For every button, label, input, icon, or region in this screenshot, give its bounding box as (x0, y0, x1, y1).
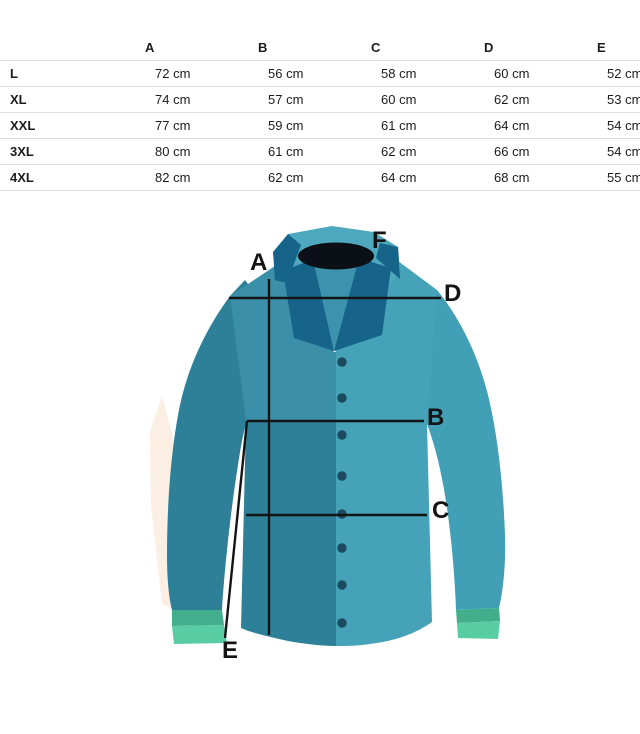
collar-shadow-left (273, 234, 301, 283)
column-header: E (597, 34, 640, 61)
size-row-label: XL (0, 86, 145, 113)
button-dot (337, 357, 347, 367)
measurement-cell: 64 cm (371, 164, 484, 191)
measure-label-d: D (444, 280, 461, 307)
cuff-left-upper (172, 610, 224, 626)
cuff-right-lower (457, 621, 500, 639)
table-row: 4XL 82 cm 62 cm 64 cm 68 cm 55 cm (0, 164, 640, 191)
button-dot (337, 580, 347, 590)
measurement-cell: 72 cm (145, 60, 258, 87)
measurement-cell: 62 cm (484, 86, 597, 113)
measure-label-f: F (372, 227, 387, 254)
collar-inner-shirt (313, 258, 359, 351)
measurement-cell: 54 cm (597, 112, 640, 139)
lapel-right (334, 258, 391, 351)
lapel-left (283, 259, 334, 351)
measurement-cell: 62 cm (371, 138, 484, 165)
measurement-cell: 74 cm (145, 86, 258, 113)
table-body: L 72 cm 56 cm 58 cm 60 cm 52 cm XL 74 cm 57 cm 60… (0, 60, 640, 191)
measure-line-e (223, 420, 249, 639)
button-placket (337, 357, 347, 628)
button-dot (337, 393, 347, 403)
right-sleeve (420, 288, 506, 610)
button-dot (337, 543, 347, 553)
table-row: 3XL 80 cm 61 cm 62 cm 66 cm 54 cm (0, 138, 640, 165)
measurement-cell: 55 cm (597, 164, 640, 191)
measure-label-a: A (250, 249, 267, 276)
measurement-cell: 53 cm (597, 86, 640, 113)
size-row-label: 3XL (0, 138, 145, 165)
left-sleeve (167, 280, 260, 610)
button-dot (337, 471, 347, 481)
measurement-cell: 60 cm (371, 86, 484, 113)
column-header: B (258, 34, 371, 61)
measurement-cell: 82 cm (145, 164, 258, 191)
measurement-cell: 64 cm (484, 112, 597, 139)
measurement-cell: 61 cm (371, 112, 484, 139)
measurement-cell: 68 cm (484, 164, 597, 191)
collar-shadow-right (376, 243, 400, 279)
measurement-cell: 61 cm (258, 138, 371, 165)
size-row-label: L (0, 60, 145, 87)
button-dot (337, 618, 347, 628)
neck-opening (298, 242, 374, 270)
measure-label-b: B (427, 404, 444, 431)
size-row-label: 4XL (0, 164, 145, 191)
size-row-label: XXL (0, 112, 145, 139)
table-row: XL 74 cm 57 cm 60 cm 62 cm 53 cm (0, 86, 640, 113)
measurement-cell: 80 cm (145, 138, 258, 165)
measure-label-e: E (222, 637, 238, 664)
measurement-cell: 59 cm (258, 112, 371, 139)
column-header: C (371, 34, 484, 61)
measurement-cell: 57 cm (258, 86, 371, 113)
body-left-panel (241, 421, 336, 646)
cuff-right-upper (456, 608, 500, 623)
chest-left-panel (230, 262, 336, 421)
measurement-cell: 62 cm (258, 164, 371, 191)
measurement-cell: 77 cm (145, 112, 258, 139)
measurement-cell: 54 cm (597, 138, 640, 165)
column-header: A (145, 34, 258, 61)
body-right-panel (281, 261, 437, 646)
measurement-cell: 52 cm (597, 60, 640, 87)
button-dot (337, 430, 347, 440)
measurement-cell: 66 cm (484, 138, 597, 165)
measurement-cell: 56 cm (258, 60, 371, 87)
table-row: L 72 cm 56 cm 58 cm 60 cm 52 cm (0, 60, 640, 87)
column-header: D (484, 34, 597, 61)
cuff-left-lower (172, 625, 227, 644)
table-corner-cell (0, 34, 145, 61)
measurement-cell: 60 cm (484, 60, 597, 87)
measure-label-c: C (432, 497, 449, 524)
measurement-cell: 58 cm (371, 60, 484, 87)
table-row: XXL 77 cm 59 cm 61 cm 64 cm 54 cm (0, 112, 640, 139)
